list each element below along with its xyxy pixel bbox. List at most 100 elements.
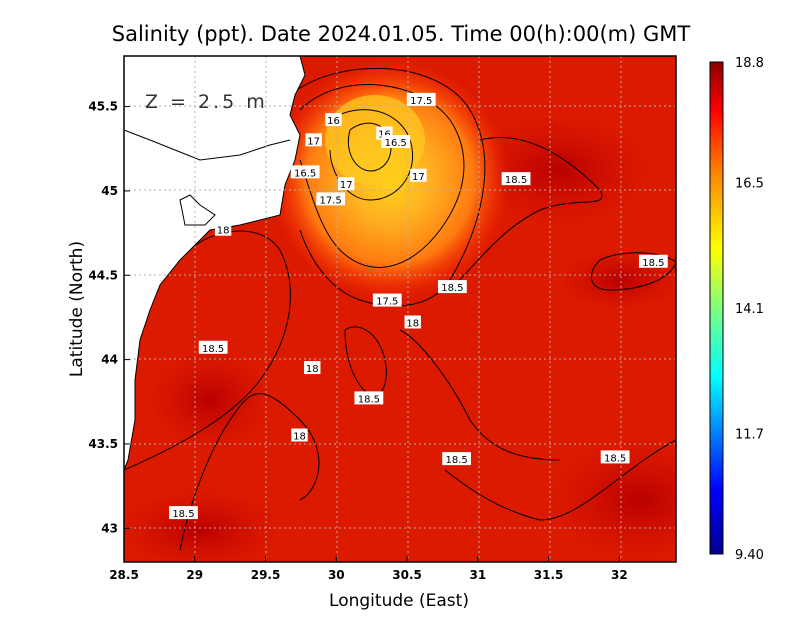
- plot-frame: [123, 55, 677, 563]
- contour-18-south: [179, 393, 320, 551]
- x-axis-title: Longitude (East): [329, 591, 469, 611]
- contour-label-text: 18.5: [202, 344, 224, 355]
- contour-label-box: [354, 391, 384, 405]
- contour-label-box: [501, 172, 531, 186]
- contour-label: 18: [291, 428, 308, 443]
- contour-label-text: 18.5: [505, 175, 527, 186]
- contour-label-text: 18.5: [445, 455, 467, 466]
- colorbar-tick-label: 16.5: [735, 176, 764, 191]
- contour-label: 18: [304, 361, 321, 375]
- contour-label: 17.5: [372, 293, 402, 308]
- contour-label-box: [214, 222, 232, 236]
- gridlines: [124, 56, 676, 562]
- contour-label-text: 18.5: [172, 509, 194, 520]
- contour-label: 16.5: [381, 135, 411, 149]
- contour-label-box: [338, 177, 355, 191]
- dark-region-southeast: [550, 440, 676, 560]
- contour-label-box: [290, 165, 320, 179]
- contour-label-box: [638, 254, 668, 268]
- y-tick-label: 43.5: [88, 437, 118, 451]
- colorbar-tick-label: 14.1: [735, 302, 764, 317]
- contour-label: 17.5: [406, 92, 436, 107]
- contour-label: 17.5: [316, 192, 346, 206]
- contour-label-text: 16.5: [294, 168, 316, 179]
- contour-label: 18.5: [198, 340, 228, 355]
- contour-label-box: [372, 293, 402, 307]
- colorbar-tick-label: 18.8: [735, 56, 764, 71]
- contour-label-text: 17.5: [320, 195, 342, 206]
- contour-label: 18.5: [354, 391, 384, 405]
- contour-label-box: [404, 315, 421, 329]
- contour-label: 17: [338, 177, 355, 191]
- x-axis-ticks: 28.5 29 29.5 30 30.5 31 31.5 32: [109, 556, 628, 582]
- contour-label: 18: [404, 315, 421, 329]
- contour-18-5-east: [590, 252, 676, 291]
- contour-18-5-center: [344, 326, 387, 397]
- y-tick-label: 44: [101, 353, 118, 367]
- contour-18-5-north: [449, 136, 603, 291]
- contour-label: 16: [325, 113, 342, 127]
- contour-label-text: 16: [327, 116, 340, 127]
- y-tick-label: 45: [101, 184, 118, 198]
- contour-label-text: 17.5: [376, 297, 398, 308]
- x-tick-label: 31: [469, 568, 486, 582]
- contour-label-box: [442, 452, 472, 466]
- contour-label-text: 16.5: [385, 138, 407, 149]
- x-tick-label: 29.5: [251, 568, 281, 582]
- colorbar-tick-label: 11.7: [735, 428, 764, 443]
- contour-label-text: 17: [412, 172, 425, 183]
- contour-label-text: 18: [306, 364, 319, 375]
- dark-region-west: [150, 350, 270, 450]
- contour-18-southcenter: [399, 329, 561, 461]
- contour-label-text: 18.5: [358, 394, 380, 405]
- x-tick-label: 29: [186, 568, 203, 582]
- contour-16: [347, 122, 392, 172]
- lake-outline: [179, 194, 216, 226]
- contour-label-box: [316, 192, 346, 206]
- colorbar: [709, 61, 724, 555]
- border-line: [124, 129, 291, 161]
- chart-title: Salinity (ppt). Date 2024.01.05. Time 00…: [112, 22, 691, 46]
- contour-label-text: 18: [217, 226, 230, 237]
- x-tick-label: 32: [611, 568, 628, 582]
- colorbar-ticks: 18.8 16.5 14.1 11.7 9.40: [735, 56, 764, 563]
- x-tick-label: 31.5: [534, 568, 564, 582]
- contour-labels: 17.5161616.51716.5171718.517.51818.518.5…: [169, 92, 668, 520]
- contour-label: 18.5: [169, 506, 198, 520]
- contour-label-box: [437, 280, 467, 294]
- contour-label-text: 18.5: [642, 258, 664, 269]
- contour-label: 18: [214, 222, 232, 237]
- contour-label-box: [169, 506, 198, 520]
- contour-label: 17: [410, 168, 427, 183]
- contour-label-box: [291, 428, 308, 442]
- y-axis-title: Latitude (North): [67, 241, 87, 377]
- x-tick-label: 28.5: [109, 568, 139, 582]
- contour-label-box: [304, 361, 321, 375]
- contour-label-text: 17: [340, 180, 353, 191]
- contour-label-text: 18.5: [604, 453, 626, 464]
- contour-18-5-southeast: [444, 439, 676, 521]
- contour-label: 18.5: [600, 450, 630, 464]
- contour-label-box: [600, 450, 630, 464]
- contour-label-box: [198, 340, 228, 354]
- contour-label-box: [406, 92, 436, 106]
- contour-label-box: [325, 113, 342, 127]
- contour-label-box: [305, 133, 322, 147]
- dark-region-northeast: [470, 115, 650, 225]
- dark-region-southwest: [124, 490, 280, 562]
- colorbar-tick-label: 9.40: [735, 548, 764, 563]
- contour-17-5: [289, 67, 486, 307]
- contour-label-box: [381, 135, 411, 149]
- contour-label: 18.5: [437, 280, 467, 294]
- x-tick-label: 30: [328, 568, 345, 582]
- contour-label: 18.5: [638, 254, 668, 269]
- contour-label: 18.5: [501, 172, 531, 186]
- y-tick-label: 44.5: [88, 268, 118, 282]
- contour-17: [299, 84, 465, 268]
- y-tick-label: 45.5: [88, 100, 118, 114]
- plot-area: 17.5161616.51716.5171718.517.51818.518.5…: [124, 56, 676, 562]
- contour-label: 16.5: [290, 165, 320, 179]
- contour-label-text: 17: [307, 136, 320, 147]
- contour-18-west: [124, 230, 291, 471]
